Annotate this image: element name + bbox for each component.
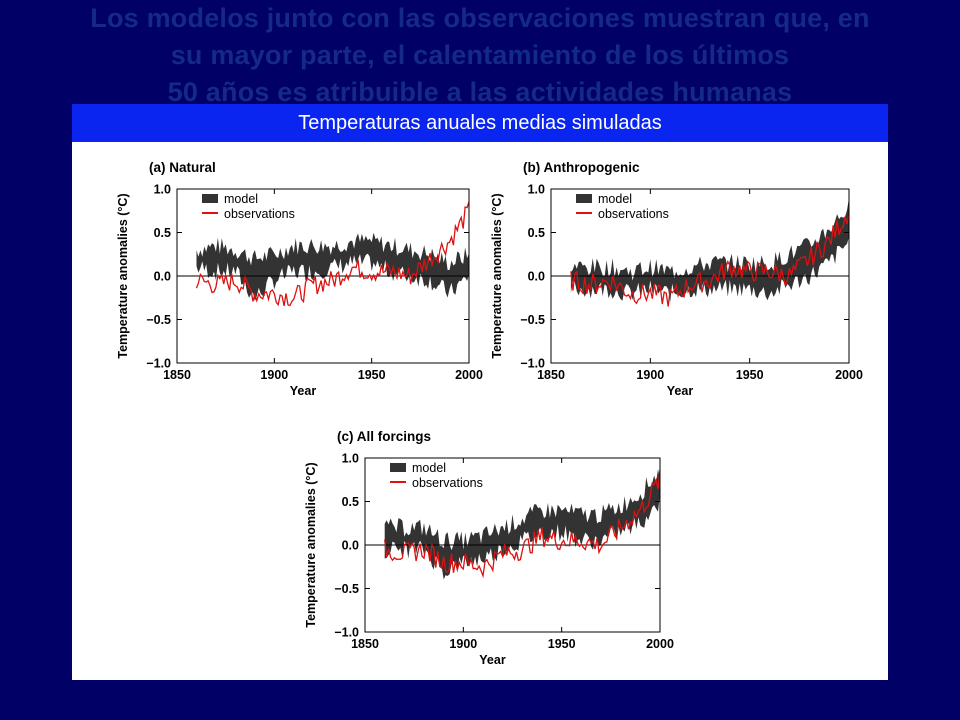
legend-label: observations <box>598 207 669 221</box>
x-tick-label: 2000 <box>646 637 674 651</box>
observations-line <box>570 213 850 307</box>
x-tick-label: 1950 <box>736 368 764 382</box>
x-tick-label: 1850 <box>537 368 565 382</box>
y-tick-label: −1.0 <box>146 357 171 371</box>
legend-label: model <box>224 192 258 206</box>
legend-label: model <box>598 192 632 206</box>
legend-label: observations <box>412 476 483 490</box>
y-tick-label: −0.5 <box>146 313 171 327</box>
chart-panel-1: 1850 1900 1950 2000 −1.0 −0.5 0.0 0.5 1.0 (b) Ant… <box>490 160 863 398</box>
x-axis-label: Year <box>667 384 694 398</box>
legend-swatch-model <box>576 194 592 203</box>
slide-title-line: su mayor parte, el calentamiento de los … <box>170 40 790 70</box>
slide-title-line: 50 años es atribuible a las actividades … <box>167 77 793 107</box>
y-tick-label: 0.0 <box>342 539 359 553</box>
chart-panel-0: 1850 1900 1950 2000 −1.0 −0.5 0.0 0.5 1.0 (a) Nat… <box>116 160 483 398</box>
model-band <box>384 469 660 580</box>
y-tick-label: −1.0 <box>334 626 359 640</box>
legend-swatch-model <box>390 463 406 472</box>
slide-title-line: Los modelos junto con las observaciones … <box>90 3 870 33</box>
y-tick-label: −0.5 <box>520 313 545 327</box>
slide-banner: Temperaturas anuales medias simuladas <box>72 104 888 142</box>
y-axis-label: Temperature anomalies (°C) <box>490 193 504 358</box>
x-tick-label: 1950 <box>548 637 576 651</box>
y-axis-label: Temperature anomalies (°C) <box>116 193 130 358</box>
slide-title: Los modelos junto con las observaciones … <box>10 0 950 111</box>
panel-title: (b) Anthropogenic <box>523 160 640 175</box>
x-tick-label: 2000 <box>835 368 863 382</box>
x-tick-label: 1900 <box>449 637 477 651</box>
charts-canvas: 1850 1900 1950 2000 −1.0 −0.5 0.0 0.5 1.0 (a) Nat… <box>116 160 863 667</box>
y-tick-label: 1.0 <box>528 183 545 197</box>
y-tick-label: −1.0 <box>520 357 545 371</box>
x-axis-label: Year <box>479 653 506 667</box>
y-tick-label: 0.0 <box>528 270 545 284</box>
y-tick-label: −0.5 <box>334 582 359 596</box>
y-tick-label: 0.0 <box>154 270 171 284</box>
y-axis-label: Temperature anomalies (°C) <box>304 462 318 627</box>
model-band <box>196 232 469 302</box>
legend-label: model <box>412 461 446 475</box>
x-tick-label: 1900 <box>636 368 664 382</box>
observations-line <box>384 469 661 579</box>
legend-swatch-model <box>202 194 218 203</box>
panel-title: (c) All forcings <box>337 429 431 444</box>
x-tick-label: 2000 <box>455 368 483 382</box>
y-tick-label: 1.0 <box>154 183 171 197</box>
x-tick-label: 1950 <box>358 368 386 382</box>
panel-title: (a) Natural <box>149 160 216 175</box>
legend-label: observations <box>224 207 295 221</box>
observations-line <box>195 201 470 307</box>
x-tick-label: 1850 <box>163 368 191 382</box>
y-tick-label: 0.5 <box>528 226 545 240</box>
x-axis-label: Year <box>290 384 317 398</box>
x-tick-label: 1850 <box>351 637 379 651</box>
y-tick-label: 1.0 <box>342 452 359 466</box>
y-tick-label: 0.5 <box>154 226 171 240</box>
y-tick-label: 0.5 <box>342 495 359 509</box>
chart-panel-2: 1850 1900 1950 2000 −1.0 −0.5 0.0 0.5 1.0 (c) All… <box>304 429 674 667</box>
x-tick-label: 1900 <box>260 368 288 382</box>
figure-panel: 1850 1900 1950 2000 −1.0 −0.5 0.0 0.5 1.0 (a) Nat… <box>72 142 888 680</box>
